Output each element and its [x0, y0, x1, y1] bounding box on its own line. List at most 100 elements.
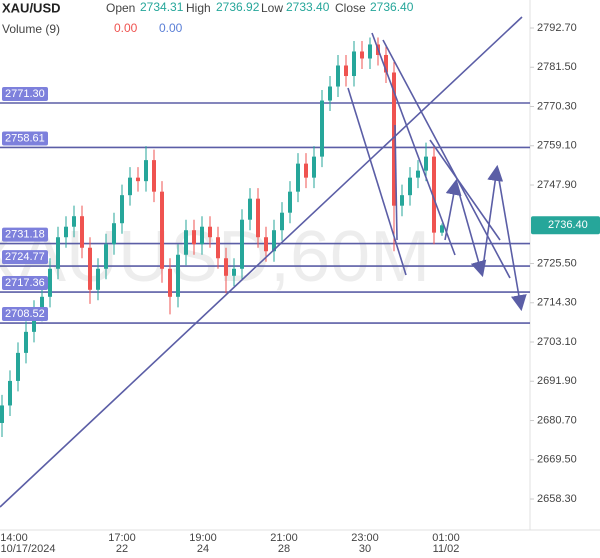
candle-body	[272, 230, 276, 252]
date-label: 22	[116, 543, 128, 555]
level-label: 2758.61	[5, 132, 45, 144]
time-label: 14:00	[0, 532, 28, 544]
candle-body	[240, 219, 244, 269]
level-label-box	[2, 307, 48, 322]
y-tick-label: 2792.70	[537, 22, 577, 34]
candle-body	[400, 195, 404, 206]
date-label: 11/02	[433, 543, 460, 555]
candle-body	[168, 268, 172, 297]
close-label: Close	[335, 1, 366, 15]
candle-body	[440, 225, 444, 233]
candle-body	[328, 86, 332, 101]
candle-body	[296, 163, 300, 192]
candle-body	[24, 331, 28, 353]
candle-body	[224, 258, 228, 276]
candle-body	[144, 160, 148, 182]
candle-body	[96, 268, 100, 290]
watermark: XAUUSD,60M	[0, 217, 430, 297]
candle-body	[192, 230, 196, 245]
candle-body	[384, 54, 388, 73]
candle-body	[48, 268, 52, 297]
candle-body	[184, 230, 188, 255]
trend-line	[347, 87, 407, 276]
volume-value: 0.00	[159, 21, 183, 35]
y-tick-label: 2781.50	[537, 61, 577, 73]
arrow	[455, 181, 487, 278]
open-label: Open	[106, 1, 135, 15]
high-label: High	[186, 1, 211, 15]
candle-body	[72, 216, 76, 227]
candle-body	[392, 72, 396, 206]
candle-body	[0, 405, 4, 423]
candle-body	[232, 268, 236, 276]
candle-body	[176, 254, 180, 297]
date-label: 30	[359, 543, 371, 555]
candle-body	[56, 237, 60, 269]
close-value: 2736.40	[370, 0, 414, 14]
arrow	[496, 167, 527, 312]
y-tick-label: 2680.70	[537, 414, 577, 426]
level-label: 2771.30	[5, 88, 45, 100]
candle-body	[128, 177, 132, 196]
date-label: 28	[278, 543, 290, 555]
date-label: 24	[197, 543, 209, 555]
trend-line	[382, 39, 511, 279]
level-label: 2717.36	[5, 277, 45, 289]
y-tick-label: 2714.30	[537, 297, 577, 309]
trend-line	[0, 16, 523, 508]
candle-body	[360, 51, 364, 59]
candle-body	[256, 198, 260, 238]
candle-body	[336, 65, 340, 87]
level-label-box	[2, 87, 48, 102]
time-label: 23:00	[351, 532, 379, 544]
candle-body	[200, 226, 204, 245]
level-label: 2724.77	[5, 251, 45, 263]
candle-body	[120, 195, 124, 224]
symbol: XAU/USD	[2, 0, 61, 15]
drawings	[0, 16, 527, 508]
candle-body	[408, 177, 412, 196]
level-label: 2731.18	[5, 229, 45, 241]
candle-body	[304, 163, 308, 178]
candle-body	[136, 177, 140, 182]
level-label-box	[2, 250, 48, 265]
candle-body	[368, 44, 372, 59]
candle-body	[416, 170, 420, 178]
candle-body	[40, 296, 44, 311]
level-label-box	[2, 227, 48, 242]
candle-body	[208, 226, 212, 238]
candle-body	[248, 198, 252, 220]
trend-line	[394, 124, 398, 241]
candle-body	[8, 380, 12, 406]
candle-body	[216, 237, 220, 259]
time-label: 17:00	[108, 532, 136, 544]
y-tick-label: 2770.30	[537, 100, 577, 112]
y-tick-label: 2759.10	[537, 140, 577, 152]
level-label-box	[2, 276, 48, 291]
candle-body	[112, 223, 116, 245]
low-label: Low	[261, 1, 283, 15]
y-tick-label: 2669.50	[537, 454, 577, 466]
arrow	[444, 178, 462, 241]
y-tick-label: 2747.90	[537, 179, 577, 191]
volume-label: Volume (9)	[2, 22, 60, 36]
candle-body	[152, 160, 156, 192]
arrow	[481, 164, 504, 275]
time-label: 21:00	[270, 532, 298, 544]
candle-body	[344, 65, 348, 77]
y-tick-label: 2725.50	[537, 257, 577, 269]
candle-body	[80, 216, 84, 248]
low-value: 2733.40	[286, 0, 330, 14]
date-label: 10/17/2024	[0, 543, 55, 555]
candle-body	[288, 191, 292, 213]
candle-body	[88, 247, 92, 290]
level-label: 2708.52	[5, 308, 45, 320]
y-tick-label: 2691.90	[537, 375, 577, 387]
candle-body	[432, 156, 436, 233]
level-label-box	[2, 131, 48, 146]
candle-body	[104, 244, 108, 269]
volume-value: 0.00	[114, 21, 138, 35]
time-label: 19:00	[189, 532, 217, 544]
candle-body	[160, 191, 164, 269]
